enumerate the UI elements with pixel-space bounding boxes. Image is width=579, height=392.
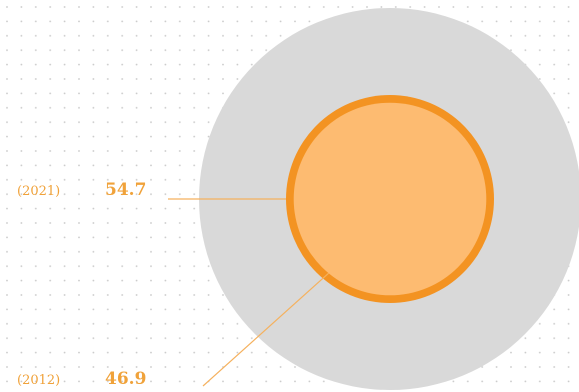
year-label-2012: (2012) <box>17 373 61 388</box>
year-label-2021: (2021) <box>17 184 61 199</box>
value-label-2021: 54.7 <box>105 180 147 200</box>
value-label-2012: 46.9 <box>105 369 147 389</box>
circle-2012 <box>293 102 487 296</box>
leader-line-2012 <box>202 272 330 387</box>
